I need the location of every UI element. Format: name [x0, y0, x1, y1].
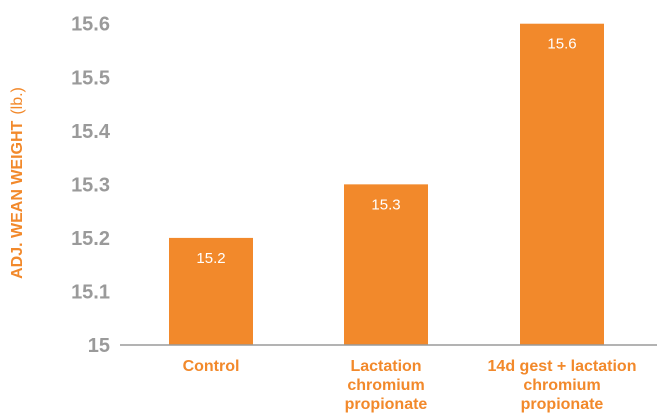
bar [344, 184, 428, 345]
y-tick-label: 15.5 [71, 67, 110, 89]
bar [520, 23, 604, 345]
bar-data-label: 15.3 [371, 196, 400, 213]
x-category-label: Lactation chromium propionate [345, 358, 428, 413]
y-tick-label: 15.6 [71, 14, 110, 36]
y-axis-label-main: ADJ. WEAN WEIGHT [9, 120, 26, 278]
x-category-label: 14d gest + lactation chromium propionate [488, 358, 637, 413]
bar [169, 237, 253, 345]
y-axis-label-unit: (lb.) [9, 87, 26, 115]
y-tick-label: 15.4 [71, 121, 111, 143]
y-tick-label: 15.1 [71, 281, 110, 303]
bars [169, 23, 604, 345]
data-labels: 15.2 15.3 15.6 [196, 36, 576, 267]
y-tick-label: 15 [88, 335, 110, 357]
x-category-label-line: 14d gest + lactation [488, 358, 637, 375]
bar-data-label: 15.2 [196, 250, 225, 267]
y-tick-label: 15.3 [71, 174, 110, 196]
bar-data-label: 15.6 [547, 36, 576, 53]
x-category-label-line: chromium [347, 377, 424, 394]
y-axis-label: ADJ. WEAN WEIGHT (lb.) [9, 87, 26, 279]
x-category-label: Control [183, 358, 240, 375]
y-axis-ticks: 15 15.1 15.2 15.3 15.4 15.5 15.6 [71, 14, 111, 357]
x-category-label-line: propionate [521, 396, 604, 413]
y-tick-label: 15.2 [71, 228, 110, 250]
x-category-label-line: Lactation [350, 358, 421, 375]
x-category-label-line: chromium [523, 377, 600, 394]
x-category-label-line: Control [183, 358, 240, 375]
x-category-label-line: propionate [345, 396, 428, 413]
